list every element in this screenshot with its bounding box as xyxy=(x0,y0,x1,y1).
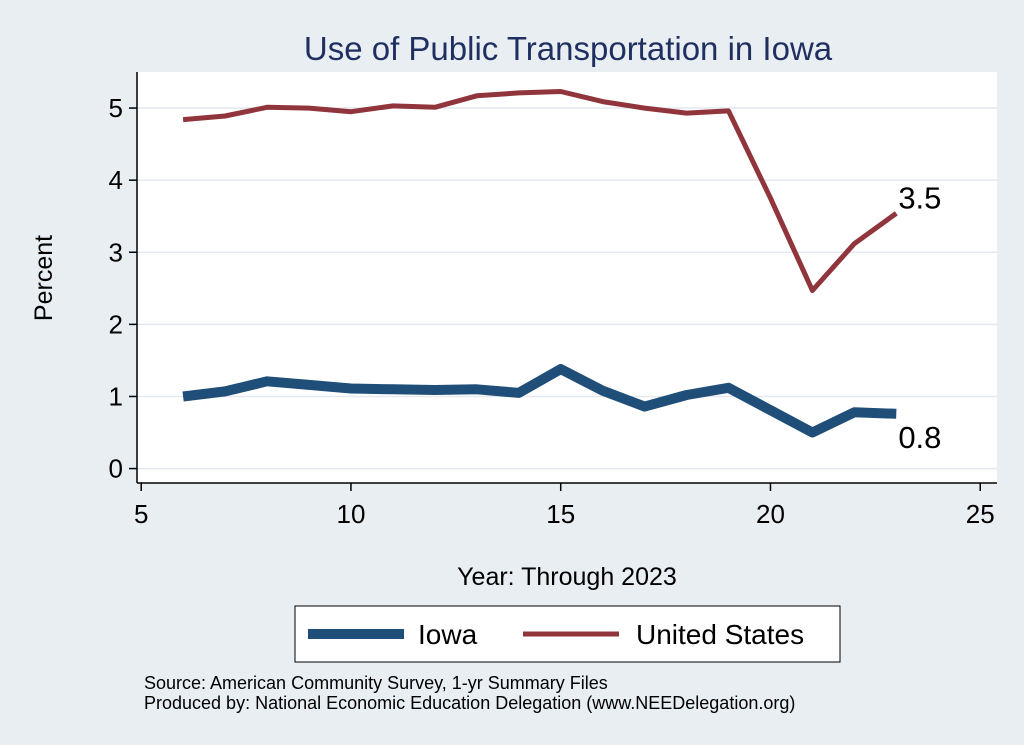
x-tick-label-5: 5 xyxy=(134,499,148,529)
y-axis-title: Percent xyxy=(30,235,58,321)
source-note: Source: American Community Survey, 1-yr … xyxy=(144,673,608,693)
x-axis-title: Year: Through 2023 xyxy=(457,563,677,591)
y-tick-label-1: 1 xyxy=(109,381,123,411)
x-tick-label-15: 15 xyxy=(546,499,575,529)
y-tick-label-5: 5 xyxy=(109,93,123,123)
y-axis-ticks: 0 1 2 3 4 5 xyxy=(109,93,137,484)
series-lines xyxy=(182,89,898,438)
x-axis-ticks: 5 10 15 20 25 xyxy=(134,483,995,529)
y-tick-label-2: 2 xyxy=(109,309,123,339)
x-tick-label-25: 25 xyxy=(966,499,995,529)
y-tick-label-0: 0 xyxy=(109,454,123,484)
series-line-united-states xyxy=(182,89,898,293)
plot-area xyxy=(137,72,997,483)
series-line-iowa xyxy=(182,364,897,438)
legend-label-iowa: Iowa xyxy=(418,619,478,650)
end-labels: 0.8 3.5 xyxy=(898,180,941,454)
end-label-united-states: 3.5 xyxy=(898,180,941,215)
chart-title: Use of Public Transportation in Iowa xyxy=(304,30,833,67)
y-tick-label-3: 3 xyxy=(109,237,123,267)
produced-by-note: Produced by: National Economic Education… xyxy=(144,693,795,713)
legend-label-united-states: United States xyxy=(636,619,804,650)
end-label-iowa: 0.8 xyxy=(898,420,941,455)
x-tick-label-10: 10 xyxy=(336,499,365,529)
y-tick-label-4: 4 xyxy=(109,165,123,195)
x-tick-label-20: 20 xyxy=(756,499,785,529)
